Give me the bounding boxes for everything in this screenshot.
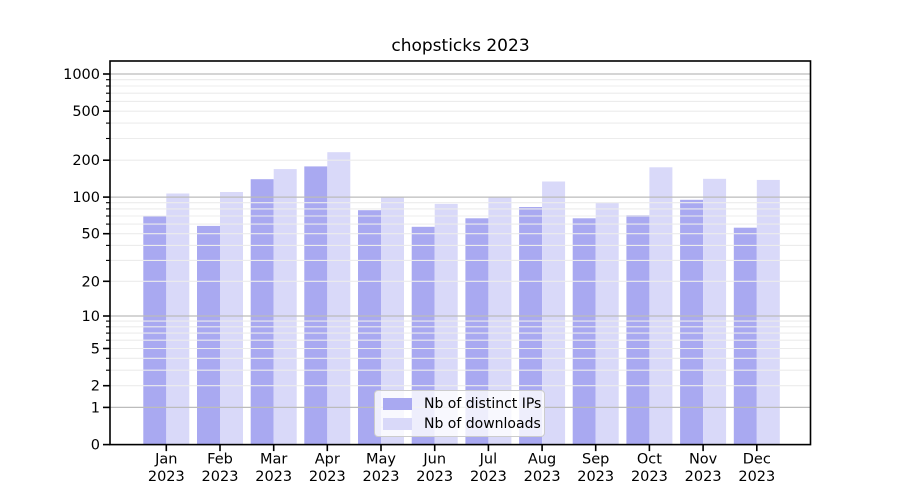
legend: Nb of distinct IPs Nb of downloads — [374, 390, 545, 437]
bar-sep-ips — [572, 218, 596, 445]
x-tick-label-oct: Oct 2023 — [631, 452, 668, 486]
y-tick-label: 2 — [91, 379, 100, 395]
y-tick-label: 10 — [82, 309, 100, 325]
bar-sep-downloads — [595, 202, 619, 445]
x-tick-label-apr: Apr 2023 — [309, 452, 346, 486]
x-tick-label-aug: Aug 2023 — [524, 452, 561, 486]
x-tick-label-sep: Sep 2023 — [577, 452, 614, 486]
bar-jan-downloads — [166, 193, 190, 445]
bar-nov-ips — [680, 199, 704, 445]
bar-oct-downloads — [649, 167, 673, 445]
y-tick-label: 1 — [91, 400, 100, 416]
y-tick-label: 5 — [91, 342, 100, 358]
bar-mar-downloads — [273, 169, 297, 445]
x-axis: Jan 2023 Feb 2023 Mar 2023 Apr 2023 May 2023 Jun 20… — [148, 444, 775, 486]
bar-oct-ips — [626, 215, 650, 445]
chart-title: chopsticks 2023 — [391, 36, 530, 56]
bar-dec-ips — [733, 227, 757, 445]
y-tick-label: 20 — [82, 274, 100, 290]
x-tick-label-jan: Jan 2023 — [148, 452, 185, 486]
x-tick-label-feb: Feb 2023 — [202, 452, 239, 486]
y-tick-label: 50 — [82, 227, 100, 243]
bar-jan-ips — [143, 216, 167, 445]
plot-spines — [109, 60, 812, 446]
y-tick-label: 0 — [91, 438, 100, 454]
legend-label-downloads: Nb of downloads — [424, 415, 541, 432]
x-tick-label-may: May 2023 — [363, 452, 400, 486]
bar-jul-ips — [465, 218, 489, 445]
bar-feb-downloads — [220, 192, 243, 445]
legend-label-distinct-ips: Nb of distinct IPs — [424, 395, 542, 412]
legend-swatch-distinct-ips-icon — [383, 397, 412, 410]
bar-jun-downloads — [434, 203, 458, 445]
legend-swatch-downloads-icon — [383, 417, 412, 430]
y-tick-label: 500 — [72, 104, 100, 120]
bar-feb-ips — [197, 225, 220, 445]
bar-nov-downloads — [703, 178, 727, 445]
bar-mar-ips — [250, 179, 274, 445]
x-tick-label-jul: Jul 2023 — [470, 452, 507, 486]
y-tick-label: 1000 — [63, 67, 100, 83]
legend-item-distinct-ips: Nb of distinct IPs — [383, 396, 541, 412]
x-tick-label-nov: Nov 2023 — [685, 452, 722, 486]
legend-item-downloads: Nb of downloads — [383, 416, 541, 432]
y-tick-label: 100 — [72, 190, 100, 206]
bar-aug-downloads — [542, 181, 566, 445]
y-tick-label: 200 — [72, 153, 100, 169]
bar-dec-downloads — [756, 179, 780, 445]
gridlines — [110, 73, 811, 409]
x-tick-label-dec: Dec 2023 — [738, 452, 775, 486]
bar-apr-ips — [304, 166, 328, 445]
x-tick-label-mar: Mar 2023 — [255, 452, 292, 486]
bar-apr-downloads — [327, 152, 351, 445]
x-tick-label-jun: Jun 2023 — [416, 452, 453, 486]
